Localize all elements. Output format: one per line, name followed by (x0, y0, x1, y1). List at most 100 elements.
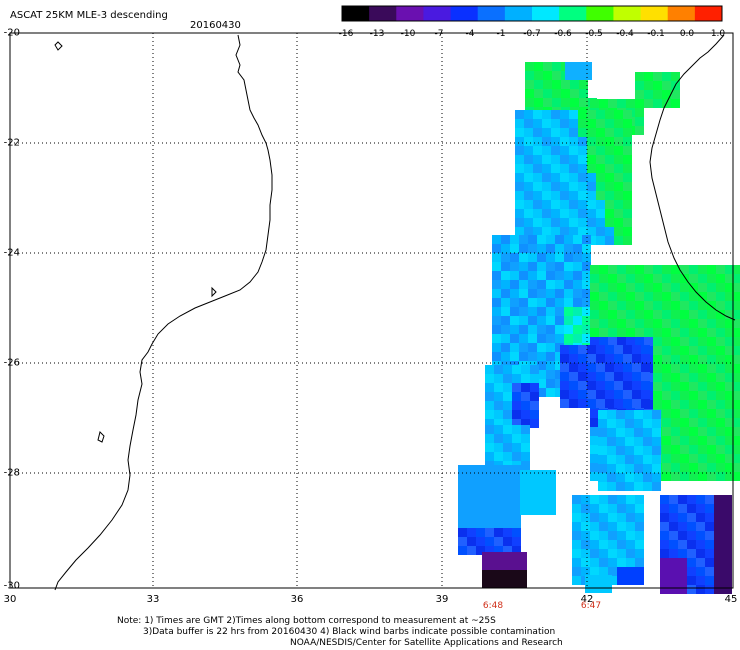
swath-cell (716, 346, 725, 355)
swath-cell (669, 585, 678, 594)
swath-cell (590, 472, 599, 481)
swath-cell (617, 274, 626, 283)
swath-cell (635, 90, 644, 99)
swath-cell (485, 519, 494, 528)
swath-cell (680, 292, 689, 301)
swath-cell (551, 155, 560, 164)
swath-cell (492, 280, 501, 289)
swath-cell (501, 352, 510, 361)
swath-cell (533, 146, 542, 155)
swath-cell (555, 262, 564, 271)
swath-cell (678, 540, 687, 549)
swath-cell (501, 307, 510, 316)
swath-cell (734, 373, 740, 382)
swath-cell (617, 549, 626, 558)
swath-cell (500, 570, 509, 579)
swath-cell (614, 200, 623, 209)
swath-cell (734, 355, 740, 364)
swath-cell (635, 126, 644, 135)
swath-cell (485, 537, 494, 546)
swath-cell (569, 119, 578, 128)
swath-cell (698, 355, 707, 364)
swath-cell (578, 173, 587, 182)
colorbar-segment (477, 6, 506, 21)
swath-cell (537, 262, 546, 271)
swath-cell (635, 558, 644, 567)
swath-cell (616, 455, 625, 464)
swath-cell (494, 374, 503, 383)
swath-cell (485, 365, 494, 374)
swath-cell (533, 227, 542, 236)
swath-cell (482, 561, 491, 570)
swath-cell (660, 567, 669, 576)
swath-cell (598, 446, 607, 455)
swath-cell (467, 465, 476, 474)
swath-cell (573, 334, 582, 343)
swath-cell (617, 99, 626, 108)
swath-cell (512, 425, 521, 434)
swath-cell (641, 363, 650, 372)
swath-cell (569, 110, 578, 119)
swath-cell (608, 265, 617, 274)
swath-cell (587, 155, 596, 164)
swath-cell (644, 99, 653, 108)
swath-cell (510, 316, 519, 325)
swath-cell (543, 89, 552, 98)
swath-cell (533, 200, 542, 209)
swath-cell (625, 482, 634, 491)
swath-cell (671, 364, 680, 373)
swath-cell (596, 236, 605, 245)
swath-cell (671, 373, 680, 382)
swath-cell (476, 465, 485, 474)
swath-cell (696, 504, 705, 513)
swath-cell (614, 363, 623, 372)
swath-cell (634, 455, 643, 464)
swath-cell (607, 455, 616, 464)
swath-cell (596, 119, 605, 128)
swath-cell (578, 390, 587, 399)
swath-cell (590, 265, 599, 274)
swath-cell (707, 319, 716, 328)
swath-cell (552, 80, 561, 89)
swath-cell (662, 391, 671, 400)
swath-cell (725, 319, 734, 328)
swath-cell (485, 383, 494, 392)
swath-cell (714, 540, 723, 549)
swath-cell (587, 363, 596, 372)
swath-cell (590, 495, 599, 504)
swath-cell (687, 504, 696, 513)
swath-cell (653, 99, 662, 108)
swath-cell (587, 110, 596, 119)
swath-cell (696, 522, 705, 531)
swath-cell (587, 381, 596, 390)
swath-cell (542, 119, 551, 128)
swath-cell (596, 173, 605, 182)
swath-cell (626, 504, 635, 513)
swath-cell (587, 218, 596, 227)
swath-cell (634, 473, 643, 482)
swath-cell (671, 355, 680, 364)
swath-cell (671, 328, 680, 337)
swath-cell (689, 337, 698, 346)
swath-cell (617, 319, 626, 328)
swath-cell (635, 265, 644, 274)
swath-cell (485, 374, 494, 383)
swath-cell (551, 119, 560, 128)
swath-cell (734, 409, 740, 418)
swath-cell (623, 363, 632, 372)
swath-cell (551, 218, 560, 227)
swath-cell (641, 354, 650, 363)
swath-cell (458, 546, 467, 555)
swath-cell (596, 191, 605, 200)
swath-cell (608, 337, 617, 346)
swath-cell (570, 98, 579, 107)
swath-cell (524, 137, 533, 146)
swath-cell (617, 265, 626, 274)
swath-cell (644, 292, 653, 301)
swath-cell (623, 128, 632, 137)
swath-cell (564, 235, 573, 244)
swath-cell (530, 401, 539, 410)
swath-cell (680, 472, 689, 481)
swath-cell (598, 419, 607, 428)
swath-cell (547, 470, 556, 479)
